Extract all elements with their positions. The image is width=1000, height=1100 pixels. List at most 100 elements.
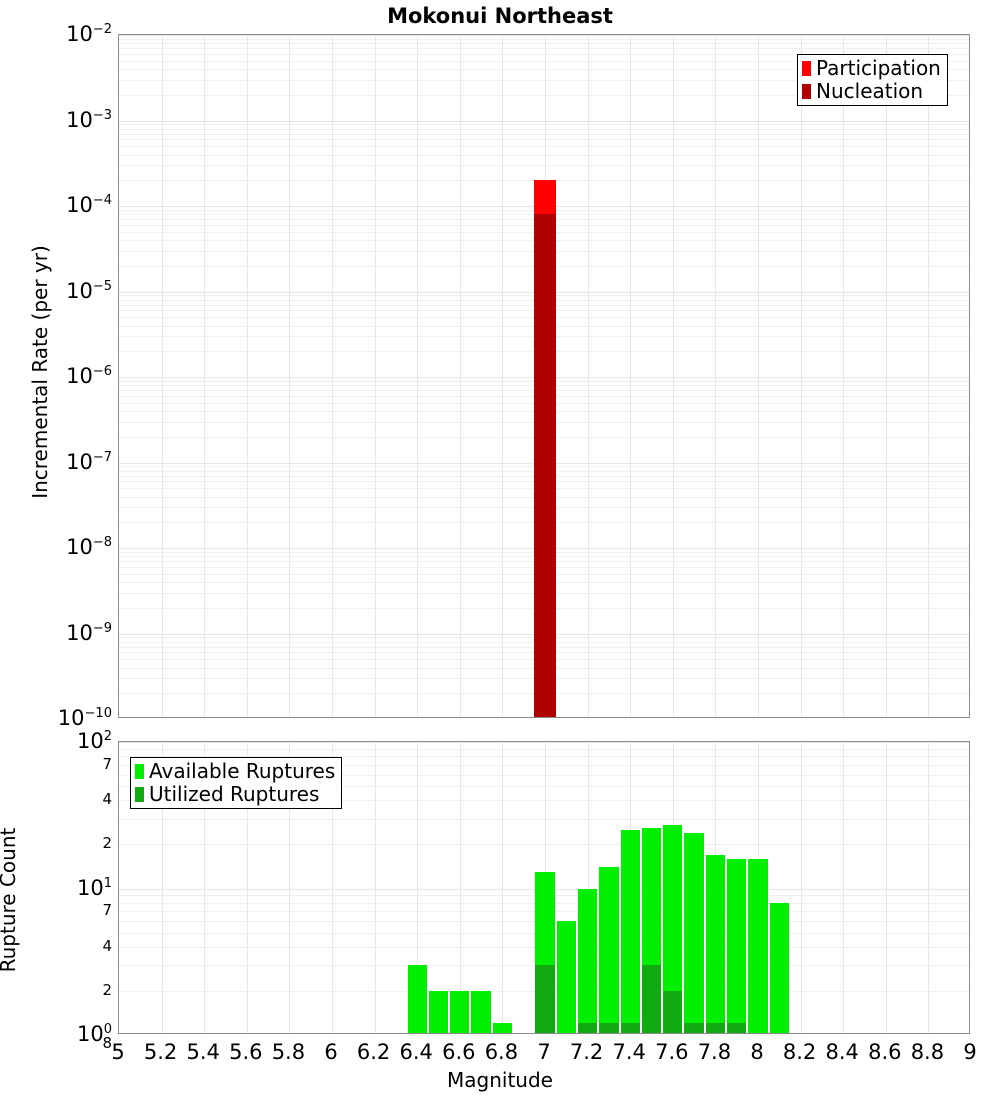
bottom-y-minor-tick-8-clipped: 8 bbox=[102, 1034, 112, 1052]
legend-item-available-ruptures: Available Ruptures bbox=[135, 761, 335, 781]
utilized-ruptures-color-swatch bbox=[135, 786, 144, 802]
x-tick-8: 8 bbox=[750, 1040, 764, 1064]
legend-item-utilized-ruptures: Utilized Ruptures bbox=[135, 784, 335, 804]
gridline-vertical bbox=[843, 35, 845, 717]
gridline-vertical bbox=[758, 35, 759, 717]
bottom-y-axis-label: Rupture Count bbox=[0, 827, 20, 973]
x-tick-5: 5 bbox=[111, 1040, 125, 1064]
gridline-vertical bbox=[587, 742, 589, 1033]
x-tick-8.6: 8.6 bbox=[868, 1040, 902, 1064]
gridline-minor-horizontal bbox=[119, 154, 969, 156]
gridline-minor-horizontal bbox=[119, 69, 969, 71]
gridline-minor-horizontal bbox=[119, 133, 969, 135]
gridline-vertical bbox=[374, 742, 376, 1033]
gridline-vertical bbox=[246, 742, 248, 1033]
x-tick-5.8: 5.8 bbox=[271, 1040, 306, 1064]
gridline-vertical bbox=[928, 35, 930, 717]
top-y-tick-1e-4: 10−4 bbox=[66, 193, 112, 217]
gridline-vertical bbox=[885, 35, 887, 717]
gridline-vertical bbox=[289, 35, 291, 717]
gridline-vertical bbox=[502, 742, 504, 1033]
bar-utilized-ruptures-m7.2 bbox=[577, 1023, 598, 1033]
x-tick-7.8: 7.8 bbox=[697, 1040, 732, 1064]
x-tick-6: 6 bbox=[324, 1040, 338, 1064]
bar-utilized-ruptures-m7.9 bbox=[727, 1023, 747, 1033]
gridline-vertical bbox=[587, 35, 589, 717]
bottom-y-minor-tick-4: 4 bbox=[102, 936, 112, 955]
gridline-minor-horizontal bbox=[119, 38, 969, 40]
gridline-vertical bbox=[161, 35, 163, 717]
legend-label-available-ruptures: Available Ruptures bbox=[149, 759, 336, 783]
gridline-vertical bbox=[843, 742, 845, 1033]
x-tick-5.2: 5.2 bbox=[143, 1040, 178, 1064]
chart-title: Mokonui Northeast bbox=[387, 4, 613, 28]
gridline-minor-horizontal bbox=[119, 146, 969, 148]
top-y-tick-1e-9: 10−9 bbox=[66, 620, 112, 645]
bottom-y-axis-ticks: 102 7 4 2 101 7 4 2 100 8 bbox=[0, 729, 112, 1052]
gridline-minor-horizontal bbox=[119, 60, 969, 62]
gridline-minor-horizontal bbox=[119, 43, 969, 45]
x-tick-6.4: 6.4 bbox=[399, 1040, 433, 1064]
x-tick-7: 7 bbox=[537, 1040, 551, 1064]
gridline-vertical bbox=[885, 742, 887, 1033]
incremental-rate-plot-area bbox=[118, 34, 970, 718]
gridline-minor-horizontal bbox=[119, 786, 969, 788]
x-axis-label: Magnitude bbox=[447, 1068, 553, 1092]
gridline-major-horizontal bbox=[119, 35, 969, 36]
gridline-vertical bbox=[715, 35, 717, 717]
legend-label-nucleation: Nucleation bbox=[816, 79, 924, 103]
bottom-y-minor-tick-70: 7 bbox=[102, 754, 112, 773]
gridline-minor-horizontal bbox=[119, 764, 969, 766]
x-tick-9: 9 bbox=[963, 1040, 977, 1064]
nucleation-color-swatch bbox=[802, 83, 811, 99]
bar-utilized-ruptures-m7 bbox=[535, 965, 555, 1033]
bar-utilized-ruptures-m7.4 bbox=[620, 1023, 640, 1033]
top-y-axis-ticks: 10−2 10−3 10−4 10−5 10−6 10−7 10−8 10−9 10−10 bbox=[0, 22, 112, 730]
bar-available-ruptures-m6.4 bbox=[407, 965, 427, 1033]
x-tick-8.4: 8.4 bbox=[825, 1040, 859, 1064]
bar-utilized-ruptures-m7.8 bbox=[705, 1023, 726, 1033]
top-y-tick-1e-5: 10−5 bbox=[66, 278, 112, 303]
top-y-tick-1e-6: 10−6 bbox=[66, 364, 112, 388]
gridline-vertical bbox=[672, 35, 674, 717]
bar-available-ruptures-m6.6 bbox=[450, 990, 470, 1033]
gridline-vertical bbox=[417, 35, 419, 717]
gridline-major-horizontal bbox=[119, 742, 969, 743]
gridline-vertical bbox=[161, 742, 163, 1033]
x-tick-7.4: 7.4 bbox=[612, 1040, 646, 1064]
gridline-minor-horizontal bbox=[119, 128, 969, 130]
gridline-vertical bbox=[459, 35, 461, 717]
gridline-minor-horizontal bbox=[119, 774, 969, 776]
gridline-vertical bbox=[204, 742, 206, 1033]
gridline-vertical bbox=[332, 742, 333, 1033]
gridline-vertical bbox=[630, 35, 632, 717]
gridline-vertical bbox=[417, 742, 419, 1033]
bar-available-ruptures-m7.7 bbox=[684, 832, 704, 1033]
gridline-vertical bbox=[459, 742, 461, 1033]
bar-available-ruptures-m7.2 bbox=[577, 888, 598, 1033]
gridline-minor-horizontal bbox=[119, 165, 969, 167]
x-tick-7.6: 7.6 bbox=[655, 1040, 689, 1064]
gridline-vertical bbox=[800, 35, 802, 717]
x-tick-6.8: 6.8 bbox=[484, 1040, 519, 1064]
gridline-minor-horizontal bbox=[119, 844, 969, 846]
bar-available-ruptures-m7.3 bbox=[599, 867, 619, 1033]
bottom-y-tick-1e2: 102 bbox=[76, 729, 112, 753]
bar-utilized-ruptures-m7.5 bbox=[641, 965, 662, 1033]
bar-available-ruptures-m8.1 bbox=[769, 902, 789, 1033]
gridline-vertical bbox=[204, 35, 206, 717]
top-legend: Participation Nucleation bbox=[797, 54, 948, 106]
gridline-minor-horizontal bbox=[119, 48, 969, 50]
gridline-minor-horizontal bbox=[119, 748, 969, 750]
x-tick-6.6: 6.6 bbox=[442, 1040, 476, 1064]
gridline-vertical bbox=[246, 35, 248, 717]
gridline-minor-horizontal bbox=[119, 94, 969, 96]
gridline-vertical bbox=[502, 35, 504, 717]
gridline-vertical bbox=[928, 742, 930, 1033]
gridline-minor-horizontal bbox=[119, 800, 969, 802]
gridline-minor-horizontal bbox=[119, 79, 969, 81]
available-ruptures-color-swatch bbox=[135, 763, 144, 779]
bar-available-ruptures-m7.8 bbox=[705, 854, 726, 1033]
gridline-vertical bbox=[374, 35, 376, 717]
bottom-y-tick-1e0: 100 bbox=[76, 1022, 112, 1046]
